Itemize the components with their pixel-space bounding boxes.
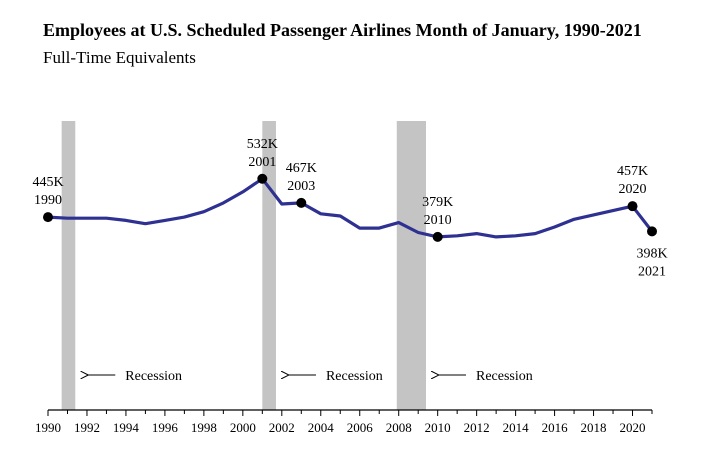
data-point-marker	[296, 197, 307, 208]
x-tick-label: 2014	[503, 420, 530, 435]
annotation-year-label: 2020	[619, 182, 647, 197]
annotation-year-label: 2021	[638, 264, 666, 279]
recession-bar	[396, 121, 426, 410]
data-point-marker	[257, 173, 268, 184]
x-tick-label: 1996	[152, 420, 179, 435]
x-tick-label: 1990	[35, 420, 61, 435]
recession-label: Recession	[476, 369, 533, 384]
x-tick-label: 2004	[308, 420, 335, 435]
series-line	[47, 177, 654, 239]
annotation-year-label: 1990	[34, 193, 62, 208]
x-tick-label: 2002	[269, 420, 295, 435]
chart-subtitle: Full-Time Equivalents	[43, 48, 196, 67]
annotation-value-label: 379K	[422, 195, 453, 210]
recession-bar	[61, 121, 76, 410]
x-tick-label: 1992	[74, 420, 100, 435]
annotation-value-label: 445K	[32, 175, 63, 190]
annotation-value-label: 398K	[636, 246, 667, 261]
annotation-value-label: 532K	[247, 137, 278, 152]
x-tick-label: 2018	[581, 420, 607, 435]
x-tick-label: 2000	[230, 420, 256, 435]
annotation-value-label: 457K	[617, 164, 648, 179]
x-tick-label: 2016	[542, 420, 569, 435]
x-tick-label: 2012	[464, 420, 490, 435]
data-point-marker	[43, 212, 53, 223]
recession-label: Recession	[326, 369, 383, 384]
x-tick-label: 2020	[620, 420, 646, 435]
data-point-marker	[647, 226, 657, 237]
annotation-year-label: 2010	[424, 213, 452, 228]
x-tick-label: 2008	[386, 420, 412, 435]
data-point-marker	[627, 201, 638, 212]
x-tick-label: 1998	[191, 420, 217, 435]
recession-label: Recession	[125, 369, 182, 384]
annotation-year-label: 2001	[248, 155, 276, 170]
x-tick-label: 2006	[347, 420, 374, 435]
annotation-year-label: 2003	[287, 179, 315, 194]
chart-title: Employees at U.S. Scheduled Passenger Ai…	[43, 20, 642, 40]
annotation-value-label: 467K	[286, 161, 317, 176]
x-tick-label: 2010	[425, 420, 451, 435]
data-point-marker	[432, 231, 443, 242]
x-tick-label: 1994	[113, 420, 140, 435]
